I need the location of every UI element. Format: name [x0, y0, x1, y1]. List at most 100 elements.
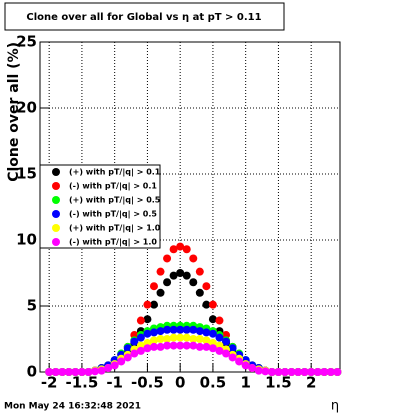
marker	[294, 368, 303, 376]
timestamp: Mon May 24 16:32:48 2021	[4, 402, 141, 412]
y-tick-label: 20	[16, 99, 37, 117]
marker	[169, 341, 178, 350]
marker	[208, 315, 217, 324]
marker	[149, 282, 158, 291]
marker	[202, 300, 211, 309]
marker	[123, 353, 132, 362]
marker	[195, 288, 204, 297]
marker	[156, 267, 165, 276]
x-tick-label: -0.5	[131, 374, 164, 392]
marker	[189, 254, 198, 263]
marker	[215, 346, 224, 355]
x-tick-label: 1	[240, 374, 250, 392]
legend-label: (-) with pT/|q| > 1.0	[69, 238, 157, 247]
marker	[136, 316, 145, 325]
marker	[195, 267, 204, 276]
marker	[228, 344, 237, 353]
marker	[143, 344, 152, 353]
marker	[45, 368, 54, 376]
marker	[202, 282, 211, 291]
marker	[143, 315, 152, 324]
marker	[182, 333, 191, 342]
marker	[149, 300, 158, 309]
marker	[261, 367, 270, 376]
y-tick-label: 10	[16, 231, 37, 249]
marker	[163, 325, 172, 334]
legend-marker	[52, 210, 60, 218]
marker	[189, 335, 198, 343]
x-tick-label: -2	[41, 374, 58, 392]
x-tick-label: 2	[306, 374, 316, 392]
marker	[195, 327, 204, 336]
y-tick-label: 15	[16, 165, 37, 183]
marker	[110, 361, 119, 370]
marker	[254, 366, 263, 375]
marker	[182, 325, 191, 334]
marker	[156, 335, 165, 343]
marker	[136, 346, 145, 355]
legend-marker	[52, 182, 60, 190]
marker	[182, 245, 191, 254]
legend-box	[39, 164, 161, 249]
marker	[228, 353, 237, 362]
marker	[149, 342, 158, 351]
marker	[208, 344, 217, 353]
marker	[333, 368, 342, 376]
y-axis-label: Clone over all (%)	[6, 42, 22, 182]
marker	[241, 361, 250, 370]
x-tick-label: -1.5	[66, 374, 99, 392]
marker	[189, 325, 198, 334]
marker	[320, 368, 329, 376]
marker	[51, 368, 60, 376]
marker	[195, 342, 204, 351]
legend-label: (+) with pT/|q| > 0.5	[69, 196, 161, 205]
marker	[313, 368, 322, 376]
marker	[307, 368, 316, 376]
chart-title: Clone over all for Global vs η at pT > 0…	[26, 12, 261, 23]
marker	[208, 300, 217, 309]
y-tick-label: 25	[16, 33, 37, 51]
marker	[176, 325, 185, 334]
marker	[182, 341, 191, 350]
marker	[326, 368, 335, 376]
marker	[248, 364, 257, 373]
legend-label: (-) with pT/|q| > 0.1	[69, 182, 157, 191]
marker	[222, 349, 231, 358]
marker	[156, 288, 165, 297]
marker	[117, 357, 126, 366]
marker	[149, 336, 158, 345]
marker	[195, 335, 204, 343]
marker	[149, 328, 158, 337]
x-tick-label: 0	[175, 374, 185, 392]
legend-marker	[52, 168, 60, 176]
marker	[176, 269, 185, 277]
marker	[156, 342, 165, 351]
legend-label: (-) with pT/|q| > 0.5	[69, 210, 157, 219]
marker	[169, 325, 178, 334]
marker	[143, 300, 152, 309]
marker	[136, 333, 145, 342]
marker	[130, 337, 139, 346]
legend-marker	[52, 224, 60, 232]
marker	[176, 242, 185, 251]
marker	[215, 316, 224, 325]
x-tick-label: 1.5	[265, 374, 292, 392]
marker	[97, 366, 106, 375]
marker	[280, 368, 289, 376]
x-tick-label: -1	[106, 374, 123, 392]
marker	[84, 368, 93, 376]
x-tick-label: 0.5	[200, 374, 227, 392]
marker	[202, 336, 211, 345]
marker	[215, 333, 224, 342]
marker	[77, 368, 86, 376]
marker	[202, 342, 211, 351]
x-axis-label: η	[331, 399, 339, 414]
marker	[130, 349, 139, 358]
marker	[163, 254, 172, 263]
legend-marker	[52, 238, 60, 246]
legend-label: (+) with pT/|q| > 1.0	[69, 224, 161, 233]
marker	[287, 368, 296, 376]
marker	[182, 271, 191, 280]
title-box	[4, 2, 285, 31]
